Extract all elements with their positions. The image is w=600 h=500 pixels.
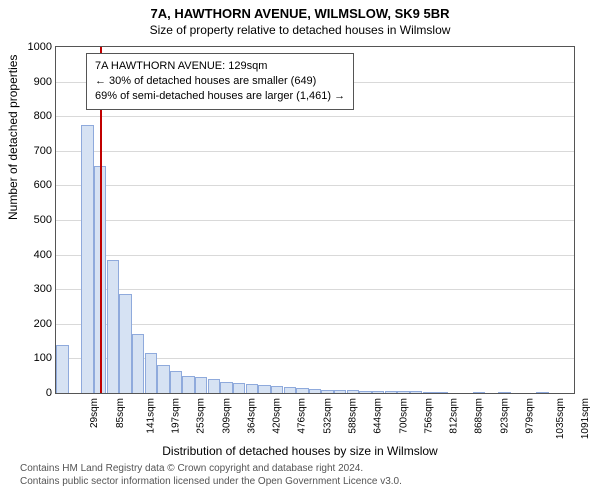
footer-line-2: Contains public sector information licen… <box>20 475 580 488</box>
x-tick-label: 979sqm <box>524 398 535 434</box>
histogram-bar <box>334 390 346 393</box>
x-tick-label: 364sqm <box>247 398 258 434</box>
y-tick-label: 300 <box>12 283 52 295</box>
histogram-bar <box>145 353 157 393</box>
histogram-bar <box>182 376 194 393</box>
x-tick-label: 420sqm <box>272 398 283 434</box>
y-tick-label: 600 <box>12 179 52 191</box>
x-tick-label: 1091sqm <box>581 398 592 439</box>
gridline <box>56 220 574 221</box>
y-tick-label: 400 <box>12 249 52 261</box>
plot-area: 7A HAWTHORN AVENUE: 129sqm← 30% of detac… <box>55 46 575 394</box>
histogram-bar <box>132 334 144 393</box>
x-tick-label: 644sqm <box>373 398 384 434</box>
y-tick-label: 500 <box>12 214 52 226</box>
gridline <box>56 151 574 152</box>
gridline <box>56 289 574 290</box>
y-tick-label: 100 <box>12 352 52 364</box>
histogram-bar <box>321 390 333 393</box>
histogram-bar <box>220 382 232 393</box>
x-tick-label: 532sqm <box>322 398 333 434</box>
histogram-bar <box>157 365 169 393</box>
histogram-bar <box>258 385 270 393</box>
x-tick-label: 29sqm <box>89 398 100 428</box>
gridline <box>56 116 574 117</box>
x-tick-label: 309sqm <box>221 398 232 434</box>
histogram-bar <box>423 392 435 393</box>
x-tick-label: 476sqm <box>297 398 308 434</box>
y-tick-label: 0 <box>12 387 52 399</box>
x-tick-label: 812sqm <box>449 398 460 434</box>
chart-container: 7A, HAWTHORN AVENUE, WILMSLOW, SK9 5BR S… <box>0 0 600 500</box>
gridline <box>56 255 574 256</box>
y-tick-label: 900 <box>12 76 52 88</box>
x-tick-label: 923sqm <box>499 398 510 434</box>
legend-line3: 69% of semi-detached houses are larger (… <box>95 89 345 104</box>
footer-line-1: Contains HM Land Registry data © Crown c… <box>20 462 580 475</box>
histogram-bar <box>119 294 131 393</box>
y-tick-label: 200 <box>12 318 52 330</box>
histogram-bar <box>435 392 447 393</box>
histogram-bar <box>107 260 119 393</box>
histogram-bar <box>309 389 321 393</box>
histogram-bar <box>296 388 308 393</box>
histogram-bar <box>536 392 548 393</box>
y-tick-label: 800 <box>12 110 52 122</box>
x-tick-label: 868sqm <box>474 398 485 434</box>
histogram-bar <box>284 387 296 393</box>
x-tick-label: 700sqm <box>398 398 409 434</box>
histogram-bar <box>208 379 220 393</box>
legend-line1: 7A HAWTHORN AVENUE: 129sqm <box>95 59 345 74</box>
histogram-bar <box>473 392 485 393</box>
legend-box: 7A HAWTHORN AVENUE: 129sqm← 30% of detac… <box>86 53 354 110</box>
histogram-bar <box>410 391 422 393</box>
x-tick-label: 141sqm <box>145 398 156 434</box>
x-tick-label: 1035sqm <box>555 398 566 439</box>
histogram-bar <box>195 377 207 393</box>
x-axis-label: Distribution of detached houses by size … <box>0 444 600 458</box>
x-tick-label: 756sqm <box>423 398 434 434</box>
x-tick-label: 253sqm <box>196 398 207 434</box>
histogram-bar <box>233 383 245 393</box>
histogram-bar <box>81 125 93 393</box>
histogram-bar <box>385 391 397 393</box>
histogram-bar <box>359 391 371 393</box>
x-tick-label: 197sqm <box>171 398 182 434</box>
y-tick-label: 700 <box>12 145 52 157</box>
histogram-bar <box>170 371 182 393</box>
legend-line2: ← 30% of detached houses are smaller (64… <box>95 74 345 89</box>
histogram-bar <box>56 345 68 393</box>
histogram-bar <box>372 391 384 393</box>
x-tick-label: 588sqm <box>348 398 359 434</box>
chart-subtitle: Size of property relative to detached ho… <box>0 21 600 37</box>
chart-title: 7A, HAWTHORN AVENUE, WILMSLOW, SK9 5BR <box>0 0 600 21</box>
footer-attribution: Contains HM Land Registry data © Crown c… <box>20 462 580 488</box>
y-tick-label: 1000 <box>12 41 52 53</box>
histogram-bar <box>271 386 283 393</box>
x-tick-label: 85sqm <box>115 398 126 428</box>
gridline <box>56 185 574 186</box>
histogram-bar <box>397 391 409 393</box>
gridline <box>56 324 574 325</box>
histogram-bar <box>246 384 258 393</box>
histogram-bar <box>347 390 359 393</box>
histogram-bar <box>498 392 510 393</box>
